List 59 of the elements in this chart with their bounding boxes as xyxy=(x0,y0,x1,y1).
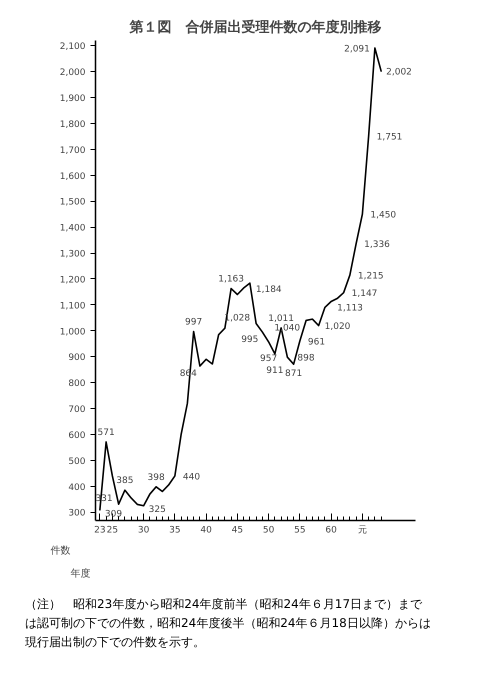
y-tick-label: 600 xyxy=(68,430,86,441)
chart-title: 第１図 合併届出受理件数の年度別推移 xyxy=(128,18,382,36)
data-label: 1,336 xyxy=(364,240,390,250)
y-tick-label: 1,200 xyxy=(60,275,86,286)
data-label: 1,040 xyxy=(274,323,300,334)
y-tick-label: 1,500 xyxy=(60,198,86,208)
x-tick-label: 60 xyxy=(325,526,338,536)
data-label: 309 xyxy=(104,509,122,520)
data-label: 961 xyxy=(308,337,326,348)
y-tick-label: 1,700 xyxy=(60,146,86,156)
y-axis-title: 件数 xyxy=(50,546,70,556)
x-tick-label: 55 xyxy=(294,526,306,536)
y-tick-label: 500 xyxy=(68,456,86,467)
data-label: 1,751 xyxy=(376,132,402,143)
y-tick-label: 1,600 xyxy=(60,172,86,182)
data-label: 995 xyxy=(241,335,258,346)
x-tick-label: 元 xyxy=(358,524,367,536)
data-label: 398 xyxy=(148,472,165,483)
data-label: 2,091 xyxy=(344,44,370,55)
x-tick-label: 35 xyxy=(169,526,181,536)
data-label: 957 xyxy=(260,354,278,364)
y-tick-label: 1,300 xyxy=(60,250,86,260)
data-label: 1,215 xyxy=(358,272,384,282)
y-tick-label: 2,100 xyxy=(60,42,86,52)
data-label: 1,147 xyxy=(352,289,378,300)
x-tick-label: 25 xyxy=(106,526,118,536)
data-label: 898 xyxy=(297,354,315,364)
y-tick-label: 1,800 xyxy=(60,120,86,130)
y-tick-label: 300 xyxy=(68,508,86,519)
y-tick-label: 900 xyxy=(68,353,86,364)
x-tick-label: 45 xyxy=(232,526,244,536)
y-tick-label: 400 xyxy=(68,482,86,493)
data-label: 1,184 xyxy=(256,285,282,296)
y-tick-label: 1,400 xyxy=(60,224,86,234)
y-tick-label: 2,000 xyxy=(60,68,86,78)
data-label: 1,450 xyxy=(370,210,396,221)
data-label: 385 xyxy=(116,476,134,486)
data-label: 911 xyxy=(266,366,284,376)
data-label: 1,011 xyxy=(268,314,294,324)
y-tick-label: 1,000 xyxy=(60,327,86,338)
text: （注） 昭和23年度から昭和24年度前半（昭和24年６月17日まで）までは認可制の下での件数，昭和24年度後半（昭和24年６月18日以降）からは現行届出制の下での件数を示す。 xyxy=(25,596,432,652)
x-tick-label: 40 xyxy=(200,526,212,536)
y-tick-label: 800 xyxy=(68,379,86,390)
data-label: 1,163 xyxy=(218,274,244,285)
data-label: 871 xyxy=(285,369,302,380)
data-label: 571 xyxy=(98,428,115,438)
x-axis-title: 年度 xyxy=(70,568,90,580)
y-tick-label: 1,100 xyxy=(60,301,86,312)
data-label: 325 xyxy=(148,505,166,516)
data-label: 2,002 xyxy=(386,68,412,78)
x-tick-label: 50 xyxy=(262,526,275,536)
data-label: 1,113 xyxy=(337,303,363,314)
data-label: 997 xyxy=(185,318,202,328)
y-tick-label: 700 xyxy=(68,405,86,416)
y-tick-label: 1,900 xyxy=(60,94,86,104)
x-tick-label: 23 xyxy=(94,526,106,536)
x-tick-label: 30 xyxy=(138,526,150,536)
data-label: 1,020 xyxy=(324,322,351,332)
data-label: 440 xyxy=(182,472,200,482)
